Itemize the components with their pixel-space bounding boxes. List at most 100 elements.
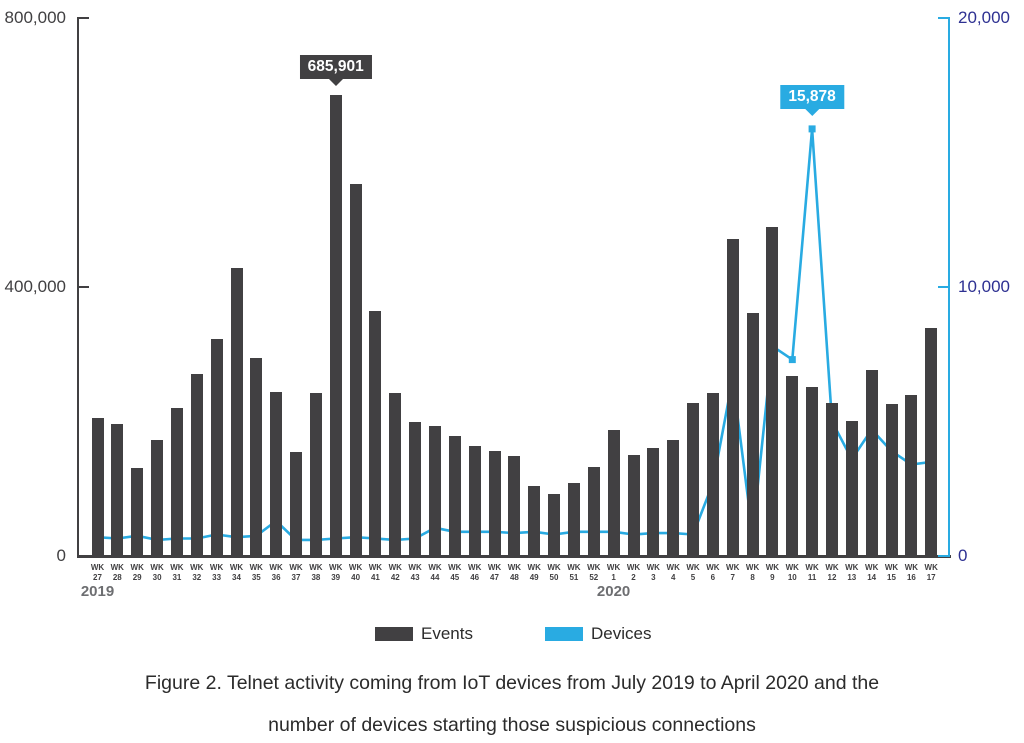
x-tick-label-wk39: WK 39 xyxy=(329,563,343,582)
right-axis-tick xyxy=(938,17,948,19)
x-tick-label-wk42: WK 42 xyxy=(388,563,402,582)
events-bar-wk51 xyxy=(567,482,580,556)
left-axis-tick xyxy=(79,17,89,19)
events-bar-wk14 xyxy=(865,370,878,556)
events-swatch xyxy=(375,627,413,641)
x-tick-label-wk41: WK 41 xyxy=(368,563,383,582)
x-tick-label-wk15: WK 15 xyxy=(884,563,899,582)
events-bar-wk49 xyxy=(528,486,541,556)
left-axis-tick xyxy=(79,555,89,557)
events-bar-wk32 xyxy=(190,373,203,556)
events-bar-wk35 xyxy=(250,357,263,556)
figure-caption: Figure 2. Telnet activity coming from Io… xyxy=(0,662,1024,743)
events-bar-wk27 xyxy=(91,417,104,556)
events-bar-wk47 xyxy=(488,451,501,556)
x-tick-label-wk1: WK 1 xyxy=(606,563,621,582)
legend-item-devices: Devices xyxy=(545,624,651,644)
events-bar-wk10 xyxy=(786,376,799,556)
x-tick-label-wk27: WK 27 xyxy=(90,563,105,582)
x-tick-label-wk33: WK 33 xyxy=(209,563,224,582)
x-tick-label-wk44: WK 44 xyxy=(428,563,442,582)
x-tick-label-wk43: WK 43 xyxy=(408,563,422,582)
events-bar-wk12 xyxy=(826,403,838,556)
events-bar-wk39 xyxy=(329,94,342,556)
events-bar-wk3 xyxy=(647,447,660,556)
x-tick-label-wk34: WK 34 xyxy=(229,563,244,582)
x-tick-label-wk29: WK 29 xyxy=(130,563,144,582)
events-bar-wk16 xyxy=(905,394,918,556)
events-bar-wk42 xyxy=(389,392,402,556)
x-tick-label-wk28: WK 28 xyxy=(110,563,124,582)
x-tick-label-wk4: WK 4 xyxy=(666,563,680,582)
events-bar-wk38 xyxy=(309,392,322,556)
right-axis-tick-label: 0 xyxy=(958,546,968,565)
x-tick-label-wk36: WK 36 xyxy=(269,563,283,582)
x-tick-label-wk48: WK 48 xyxy=(507,563,522,582)
events-bar-wk45 xyxy=(448,436,461,556)
events-bar-wk29 xyxy=(131,467,144,556)
events-bar-wk4 xyxy=(667,440,680,556)
legend: Events Devices xyxy=(0,624,1024,646)
events-bar-wk7 xyxy=(726,238,739,556)
events-bar-wk11 xyxy=(806,387,819,556)
x-tick-label-wk10: WK 10 xyxy=(785,563,799,582)
events-bar-wk40 xyxy=(349,184,362,556)
right-axis-line xyxy=(948,17,950,557)
events-bar-wk46 xyxy=(468,446,481,556)
events-bar-wk17 xyxy=(925,328,938,556)
events-bar-wk52 xyxy=(587,466,600,556)
caption-line-2: number of devices starting those suspici… xyxy=(268,714,756,736)
year-label-2020: 2020 xyxy=(596,583,631,600)
legend-item-events: Events xyxy=(375,624,473,644)
legend-events-label: Events xyxy=(421,624,473,643)
right-axis-tick-label: 20,000 xyxy=(958,8,1010,27)
events-bar-wk2 xyxy=(627,454,640,556)
x-tick-label-wk35: WK 35 xyxy=(249,563,263,582)
x-tick-label-wk31: WK 31 xyxy=(170,563,184,582)
x-tick-label-wk2: WK 2 xyxy=(626,563,641,582)
events-bar-wk34 xyxy=(230,267,243,556)
x-tick-label-wk52: WK 52 xyxy=(587,563,601,582)
bottom-axis-line xyxy=(77,555,951,558)
x-tick-label-wk50: WK 50 xyxy=(547,563,561,582)
caption-line-1: Figure 2. Telnet activity coming from Io… xyxy=(144,672,880,694)
x-tick-label-wk16: WK 16 xyxy=(904,563,919,582)
x-tick-label-wk51: WK 51 xyxy=(567,563,581,582)
events-bar-wk44 xyxy=(429,426,441,556)
events-bar-wk5 xyxy=(687,403,699,556)
x-tick-label-wk40: WK 40 xyxy=(348,563,363,582)
left-axis-line xyxy=(77,17,79,557)
events-bar-wk8 xyxy=(746,313,759,556)
right-axis-tick xyxy=(938,286,948,288)
left-axis-tick-label: 400,000 xyxy=(4,277,66,296)
callout-events-peak: 685,901 xyxy=(299,54,372,79)
right-axis-tick xyxy=(938,555,948,557)
x-tick-label-wk17: WK 17 xyxy=(924,563,938,582)
x-tick-label-wk11: WK 11 xyxy=(805,563,819,582)
events-bar-wk28 xyxy=(111,423,124,556)
events-bar-wk1 xyxy=(607,430,620,556)
x-tick-label-wk14: WK 14 xyxy=(865,563,879,582)
x-tick-label-wk6: WK 6 xyxy=(706,563,720,582)
x-tick-label-wk5: WK 5 xyxy=(686,563,700,582)
events-bar-wk13 xyxy=(845,420,858,556)
x-tick-label-wk12: WK 12 xyxy=(825,563,839,582)
x-tick-label-wk45: WK 45 xyxy=(448,563,462,582)
events-bar-wk48 xyxy=(508,455,521,556)
events-bar-wk50 xyxy=(548,494,560,556)
events-bar-wk33 xyxy=(210,338,223,556)
events-bar-wk6 xyxy=(706,393,719,556)
events-bar-wk37 xyxy=(290,452,302,556)
x-tick-label-wk47: WK 47 xyxy=(487,563,502,582)
left-axis-tick-label: 800,000 xyxy=(4,8,66,27)
x-tick-label-wk9: WK 9 xyxy=(765,563,780,582)
x-tick-label-wk46: WK 46 xyxy=(468,563,482,582)
legend-devices-label: Devices xyxy=(591,624,652,643)
x-tick-label-wk37: WK 37 xyxy=(289,563,303,582)
events-bar-wk36 xyxy=(270,391,283,556)
x-tick-label-wk38: WK 38 xyxy=(309,563,323,582)
x-tick-label-wk13: WK 13 xyxy=(845,563,859,582)
x-tick-label-wk3: WK 3 xyxy=(646,563,660,582)
callout-devices-peak: 15,878 xyxy=(780,84,844,109)
